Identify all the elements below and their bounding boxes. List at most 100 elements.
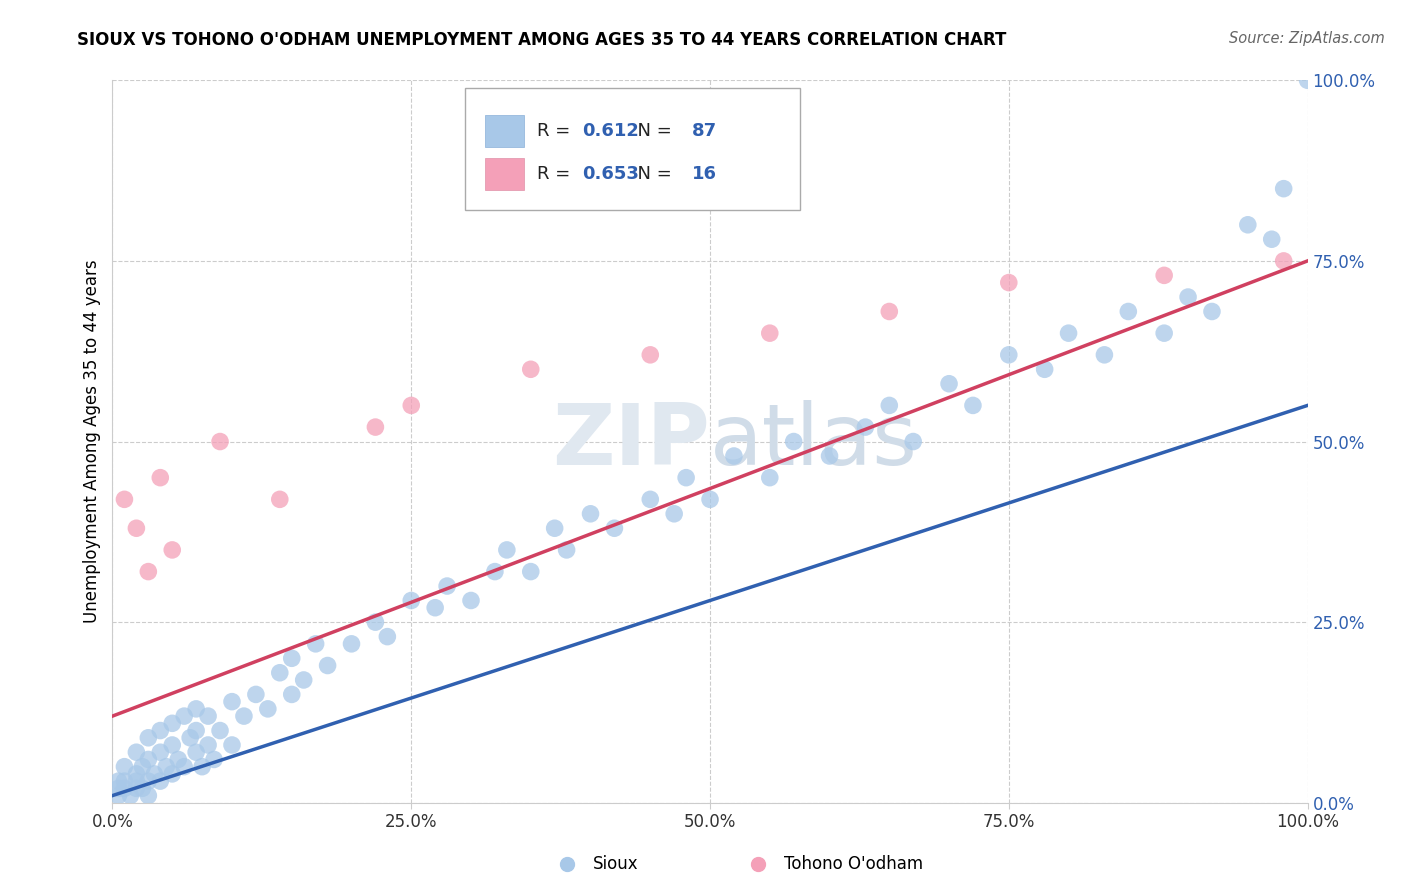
Point: [149, 774, 172, 789]
Point: [759, 470, 782, 484]
Point: [1261, 232, 1284, 246]
Point: [1118, 304, 1140, 318]
Y-axis label: Unemployment Among Ages 35 to 44 years: Unemployment Among Ages 35 to 44 years: [83, 260, 101, 624]
Point: [1153, 268, 1175, 283]
Text: Tohono O'odham: Tohono O'odham: [785, 855, 924, 873]
FancyBboxPatch shape: [465, 87, 800, 211]
Point: [520, 565, 543, 579]
FancyBboxPatch shape: [485, 158, 523, 191]
Point: [162, 542, 183, 557]
Point: [125, 774, 148, 789]
Point: [107, 781, 129, 796]
Point: [998, 276, 1021, 290]
Point: [484, 565, 506, 579]
Point: [579, 507, 602, 521]
Point: [460, 593, 482, 607]
Point: [401, 593, 423, 607]
Point: [1033, 362, 1056, 376]
Point: [747, 857, 769, 871]
Point: [233, 709, 256, 723]
Point: [197, 738, 219, 752]
Point: [186, 723, 208, 738]
Point: [138, 565, 160, 579]
Point: [1057, 326, 1080, 340]
Point: [138, 774, 160, 789]
Point: [998, 348, 1021, 362]
Text: 16: 16: [692, 165, 717, 183]
Point: [125, 767, 148, 781]
Point: [759, 326, 782, 340]
Point: [114, 760, 135, 774]
Point: [699, 492, 721, 507]
Point: [782, 434, 804, 449]
Point: [879, 304, 901, 318]
Point: [125, 781, 148, 796]
Point: [162, 738, 183, 752]
Text: 87: 87: [692, 122, 717, 140]
Point: [125, 745, 148, 759]
Point: [962, 398, 984, 412]
Point: [1272, 182, 1295, 196]
Point: [316, 658, 339, 673]
Point: [138, 731, 160, 745]
Point: [179, 731, 201, 745]
Point: [603, 521, 626, 535]
Point: [723, 449, 745, 463]
Point: [1237, 218, 1260, 232]
Point: [197, 709, 219, 723]
Text: SIOUX VS TOHONO O'ODHAM UNEMPLOYMENT AMONG AGES 35 TO 44 YEARS CORRELATION CHART: SIOUX VS TOHONO O'ODHAM UNEMPLOYMENT AMO…: [77, 31, 1007, 49]
Point: [186, 702, 208, 716]
Point: [425, 600, 447, 615]
Point: [202, 752, 225, 766]
Point: [1272, 253, 1295, 268]
Point: [1153, 326, 1175, 340]
Point: [377, 630, 399, 644]
Point: [281, 651, 304, 665]
FancyBboxPatch shape: [485, 114, 523, 147]
Point: [149, 723, 172, 738]
Text: ZIP: ZIP: [553, 400, 710, 483]
Point: [555, 542, 578, 557]
Point: [149, 470, 172, 484]
Point: [155, 760, 177, 774]
Text: N =: N =: [627, 122, 678, 140]
Point: [221, 738, 243, 752]
Point: [209, 434, 232, 449]
Point: [143, 767, 166, 781]
Point: [543, 521, 565, 535]
Point: [221, 695, 243, 709]
Point: [114, 781, 135, 796]
Point: [1094, 348, 1116, 362]
Text: R =: R =: [537, 165, 575, 183]
Text: R =: R =: [537, 122, 575, 140]
Point: [879, 398, 901, 412]
Text: N =: N =: [627, 165, 678, 183]
Point: [364, 615, 387, 630]
Point: [107, 774, 129, 789]
Point: [245, 687, 267, 701]
Point: [149, 745, 172, 759]
Point: [1201, 304, 1223, 318]
Point: [640, 492, 662, 507]
Point: [114, 492, 135, 507]
Point: [167, 752, 190, 766]
Point: [496, 542, 519, 557]
Point: [855, 420, 877, 434]
Point: [209, 723, 232, 738]
Point: [675, 470, 697, 484]
Point: [131, 760, 153, 774]
Text: atlas: atlas: [710, 400, 918, 483]
Point: [305, 637, 328, 651]
Point: [162, 767, 183, 781]
Point: [125, 521, 148, 535]
Point: [120, 789, 142, 803]
Point: [1177, 290, 1199, 304]
Point: [269, 665, 291, 680]
Point: [1296, 73, 1319, 87]
Point: [173, 709, 195, 723]
Point: [664, 507, 686, 521]
Point: [257, 702, 280, 716]
Point: [281, 687, 304, 701]
Point: [138, 752, 160, 766]
Point: [903, 434, 925, 449]
